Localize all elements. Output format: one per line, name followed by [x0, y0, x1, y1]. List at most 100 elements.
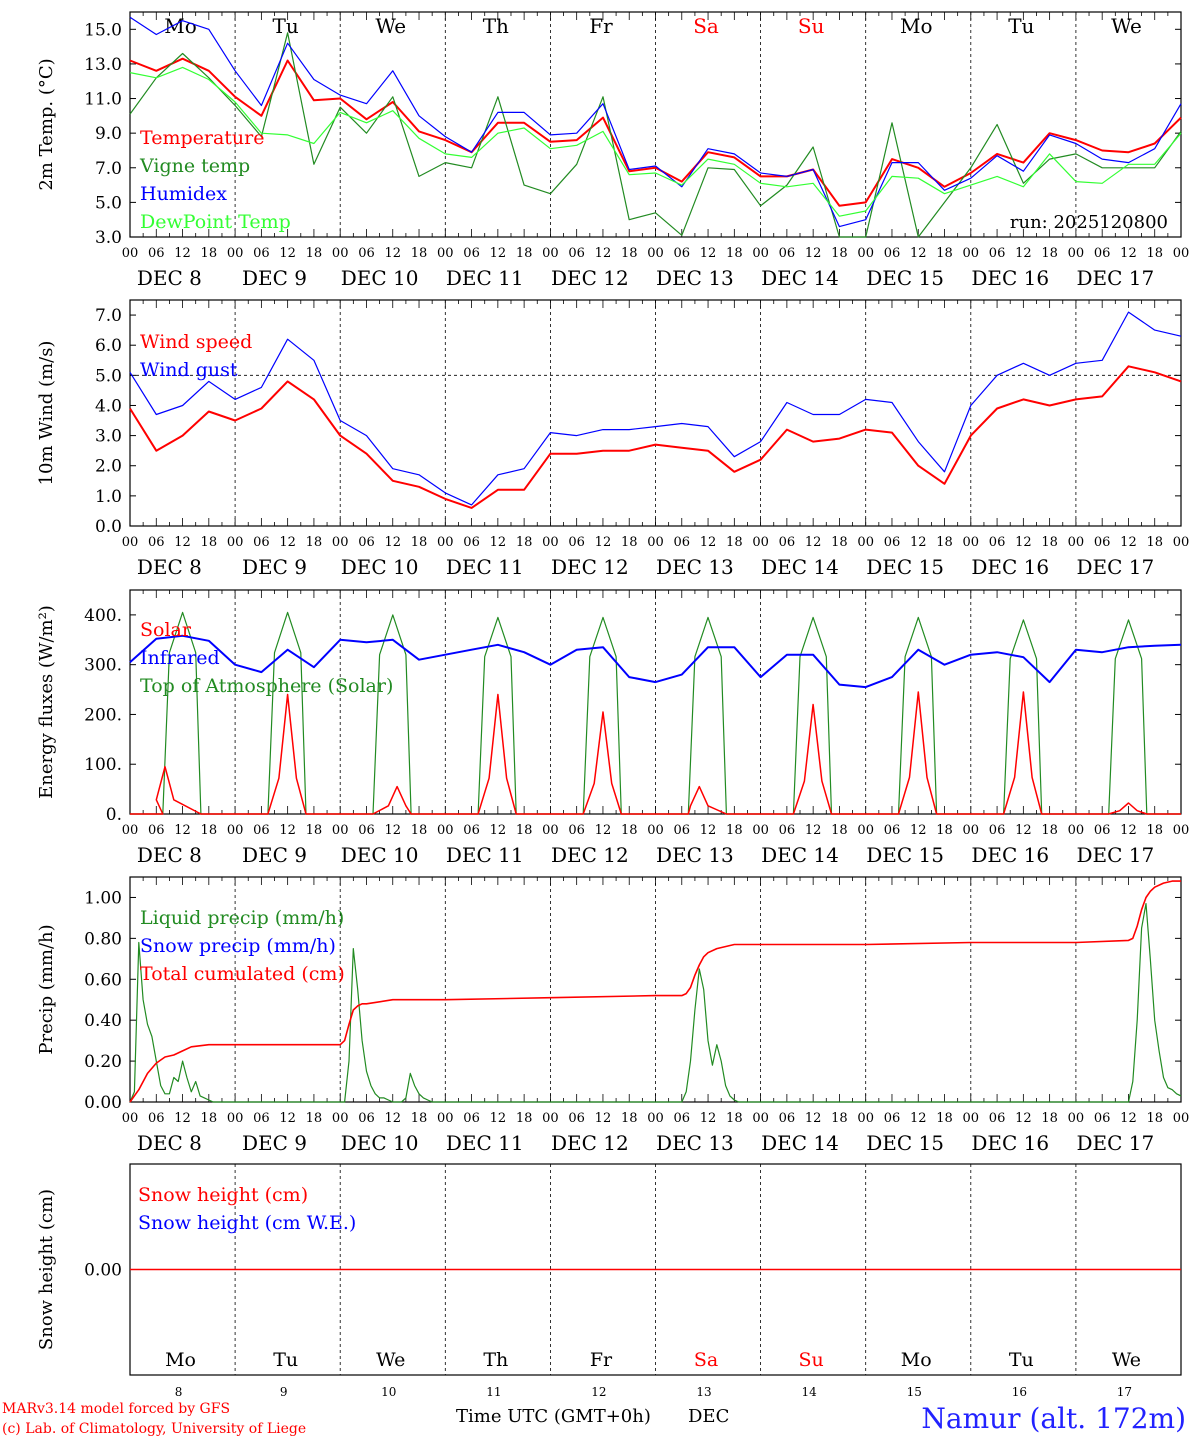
weekday-label-bottom: Th	[483, 1349, 508, 1371]
weekday-label-bottom: Mo	[165, 1349, 196, 1371]
x-hour-label: 06	[253, 535, 270, 550]
x-hour-label: 12	[700, 246, 717, 261]
x-date-label: DEC 9	[242, 266, 307, 290]
y-tick-label: 4.0	[95, 396, 122, 416]
x-hour-label: 12	[805, 535, 822, 550]
day-number-label: 12	[591, 1385, 606, 1399]
y-axis-label: 10m Wind (m/s)	[36, 341, 57, 486]
x-hour-label: 00	[437, 823, 454, 838]
y-axis-label: Energy fluxes (W/m²)	[36, 605, 57, 799]
x-date-label: DEC 13	[656, 843, 734, 867]
series-line-infrared	[129, 634, 1182, 689]
x-hour-label: 00	[542, 246, 559, 261]
x-hour-label: 18	[1041, 246, 1058, 261]
x-hour-label: 12	[174, 535, 191, 550]
x-hour-label: 06	[884, 246, 901, 261]
y-tick-label: 300.	[84, 656, 122, 676]
x-hour-label: 06	[989, 823, 1006, 838]
series-line-total-cumulated	[129, 880, 1181, 1103]
x-date-label: DEC 11	[446, 555, 524, 579]
x-hour-label: 06	[884, 823, 901, 838]
x-date-label: DEC 16	[971, 1131, 1049, 1155]
x-hour-label: 12	[805, 823, 822, 838]
x-date-label: DEC 12	[551, 1131, 629, 1155]
x-hour-label: 06	[148, 823, 165, 838]
x-hour-label: 12	[1120, 823, 1137, 838]
x-hour-label: 12	[595, 1111, 612, 1126]
day-number-label: 16	[1012, 1385, 1027, 1399]
x-hour-label: 00	[752, 246, 769, 261]
x-hour-label: 06	[779, 246, 796, 261]
weekday-label: Sa	[693, 14, 719, 38]
x-hour-label: 00	[963, 535, 980, 550]
day-number-label: 9	[280, 1385, 288, 1399]
x-hour-label: 00	[542, 535, 559, 550]
legend-entry: Solar	[140, 619, 192, 641]
weekday-label-bottom: We	[376, 1349, 405, 1371]
x-date-label: DEC 9	[242, 843, 307, 867]
weekday-label-bottom: Mo	[901, 1349, 932, 1371]
x-hour-label: 12	[910, 1111, 927, 1126]
x-hour-label: 12	[700, 1111, 717, 1126]
x-hour-label: 18	[306, 823, 323, 838]
x-hour-label: 12	[279, 246, 296, 261]
x-hour-label: 12	[700, 823, 717, 838]
x-hour-label: 06	[148, 246, 165, 261]
x-date-label: DEC 11	[446, 266, 524, 290]
x-hour-label: 12	[1015, 535, 1032, 550]
y-tick-label: 11.0	[84, 90, 122, 110]
x-hour-label: 00	[437, 1111, 454, 1126]
x-hour-label: 00	[1173, 1111, 1190, 1126]
x-hour-label: 18	[516, 246, 533, 261]
x-hour-label: 18	[1041, 1111, 1058, 1126]
x-date-label: DEC 12	[551, 843, 629, 867]
weekday-label-bottom: Tu	[1009, 1349, 1034, 1371]
x-axis-title: Time UTC (GMT+0h)	[456, 1406, 651, 1427]
x-hour-label: 06	[463, 1111, 480, 1126]
x-hour-label: 06	[989, 1111, 1006, 1126]
legend-entry: Total cumulated (cm)	[140, 963, 345, 985]
series-line-solar	[130, 691, 1181, 815]
x-hour-label: 00	[1068, 535, 1085, 550]
y-tick-label: 15.0	[84, 20, 122, 40]
x-hour-label: 00	[1068, 1111, 1085, 1126]
y-tick-label: 13.0	[84, 55, 122, 75]
x-hour-label: 12	[279, 823, 296, 838]
y-tick-label: 2.0	[95, 457, 122, 477]
y-tick-label: 400.	[84, 606, 122, 626]
x-date-label: DEC 8	[137, 266, 202, 290]
x-date-label: DEC 8	[137, 1131, 202, 1155]
x-hour-label: 18	[831, 535, 848, 550]
x-hour-label: 00	[857, 535, 874, 550]
x-hour-label: 18	[621, 246, 638, 261]
x-hour-label: 00	[122, 823, 139, 838]
weekday-label: Fr	[589, 14, 613, 38]
y-axis-label: 2m Temp. (°C)	[36, 58, 57, 190]
x-hour-label: 00	[857, 1111, 874, 1126]
y-tick-label: 0.0	[95, 517, 122, 537]
series-line-liquid-precip	[129, 902, 1182, 1103]
x-date-label: DEC 16	[971, 266, 1049, 290]
y-tick-label: 0.	[106, 805, 122, 825]
day-number-label: 11	[486, 1385, 501, 1399]
x-hour-label: 00	[647, 246, 664, 261]
y-tick-label: 6.0	[95, 336, 122, 356]
x-date-label: DEC 9	[242, 555, 307, 579]
x-hour-label: 12	[910, 246, 927, 261]
x-hour-label: 00	[647, 535, 664, 550]
x-hour-label: 06	[1094, 246, 1111, 261]
x-hour-label: 06	[358, 535, 375, 550]
weekday-label: Mo	[900, 14, 933, 38]
x-hour-label: 00	[1173, 246, 1190, 261]
x-hour-label: 18	[306, 535, 323, 550]
x-hour-label: 18	[411, 1111, 428, 1126]
panel-energy: 0. 100. 200. 300. 400. Energy fluxes (W/m²) 00…	[36, 589, 1189, 867]
x-hour-label: 06	[463, 823, 480, 838]
x-date-label: DEC 13	[656, 1131, 734, 1155]
x-hour-label: 06	[253, 1111, 270, 1126]
x-hour-label: 18	[1041, 823, 1058, 838]
x-hour-label: 12	[279, 1111, 296, 1126]
x-hour-label: 12	[490, 246, 507, 261]
x-hour-label: 12	[805, 1111, 822, 1126]
y-tick-label: 1.00	[84, 888, 122, 908]
